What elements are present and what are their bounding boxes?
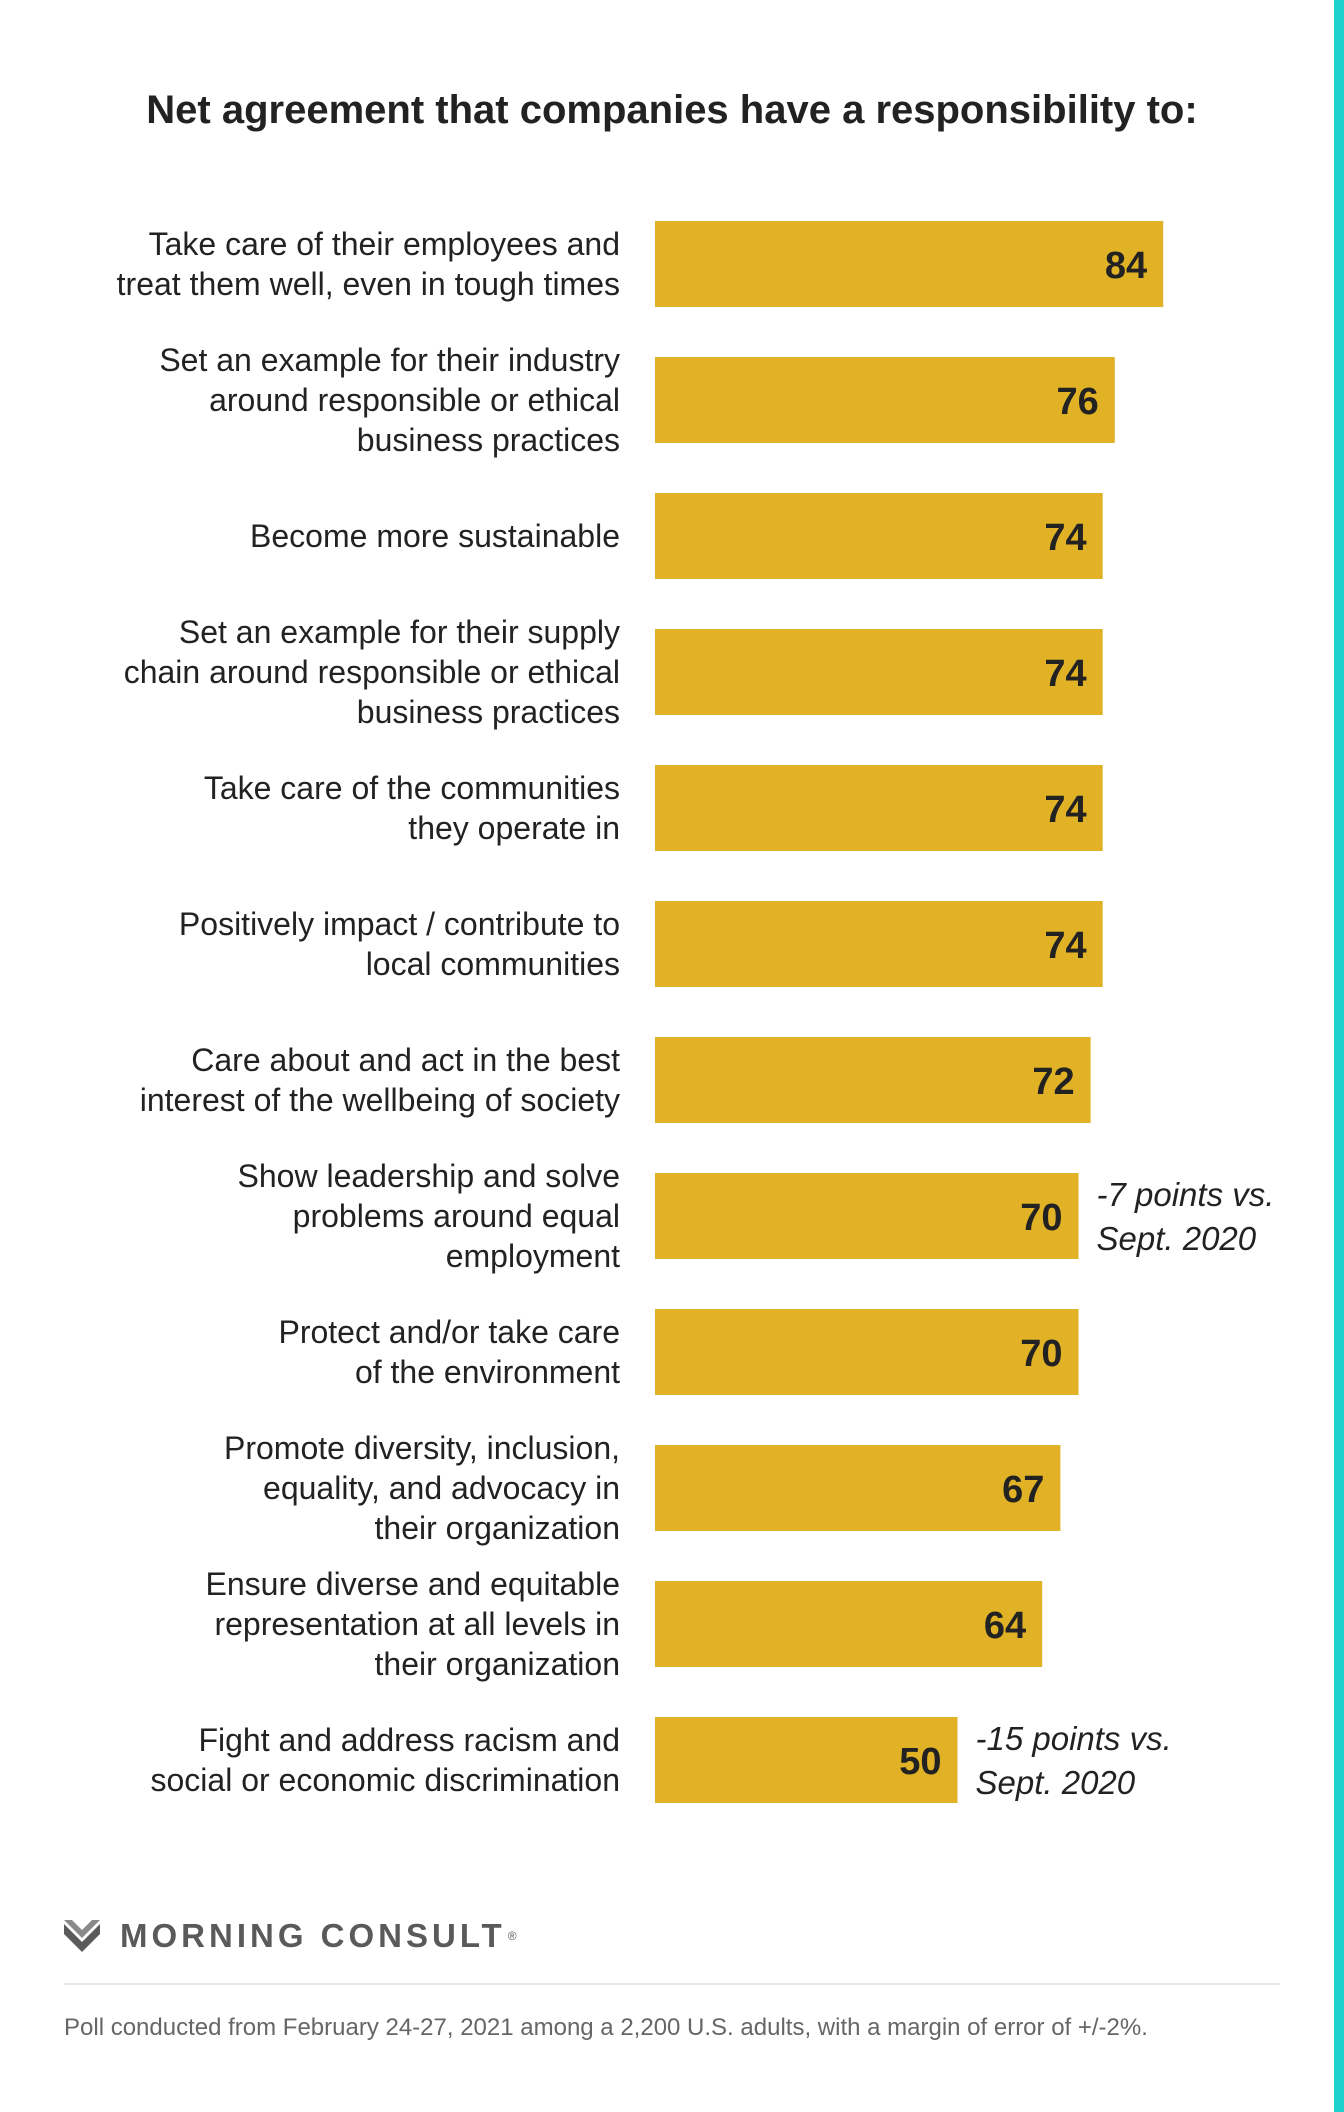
- bar-value-label: 74: [1044, 789, 1086, 831]
- bar-value-label: 70: [1020, 1197, 1062, 1239]
- brand-block: MORNING CONSULT ®: [64, 1916, 517, 1956]
- bar-10: [655, 1445, 1061, 1531]
- category-label: Positively impact / contribute to local c…: [179, 906, 620, 982]
- bar-chart: 84 Take care of their employees and treat …: [117, 221, 1275, 1803]
- bar-1: [655, 221, 1164, 307]
- bar-value-label: 74: [1044, 517, 1086, 559]
- category-label: Ensure diverse and equitable representati…: [206, 1566, 621, 1682]
- bar-value-label: 72: [1032, 1061, 1074, 1103]
- bar-value-label: 50: [899, 1741, 941, 1783]
- registered-mark: ®: [507, 1929, 517, 1943]
- category-label: Show leadership and solve problems around…: [238, 1158, 621, 1274]
- bar-6: [655, 901, 1103, 987]
- bar-5: [655, 765, 1103, 851]
- bar-7: [655, 1037, 1091, 1123]
- bar-3: [655, 493, 1103, 579]
- bar-value-label: 84: [1105, 245, 1147, 287]
- category-label: Set an example for their industry around …: [159, 342, 620, 458]
- bar-value-label: 76: [1057, 381, 1099, 423]
- change-annotation: -7 points vs. Sept. 2020: [1097, 1176, 1275, 1257]
- bar-11: [655, 1581, 1043, 1667]
- category-label: Take care of the communities they operate…: [204, 770, 620, 846]
- bar-value-label: 74: [1044, 925, 1086, 967]
- bar-value-label: 70: [1020, 1333, 1062, 1375]
- bar-value-label: 64: [984, 1605, 1026, 1647]
- bar-2: [655, 357, 1115, 443]
- bar-8: [655, 1173, 1079, 1259]
- category-label: Fight and address racism and social or ec…: [150, 1722, 620, 1798]
- bar-value-label: 74: [1044, 653, 1086, 695]
- footnote: Poll conducted from February 24-27, 2021…: [64, 2014, 1148, 2041]
- change-annotation: -15 points vs. Sept. 2020: [976, 1720, 1172, 1801]
- category-label: Set an example for their supply chain aro…: [124, 614, 620, 730]
- bar-4: [655, 629, 1103, 715]
- accent-stripe: [1334, 0, 1344, 2112]
- category-label: Take care of their employees and treat th…: [117, 226, 620, 302]
- category-label: Become more sustainable: [250, 518, 620, 554]
- footer-divider: [64, 1983, 1280, 1985]
- bar-12: [655, 1717, 958, 1803]
- bar-9: [655, 1309, 1079, 1395]
- chart-title: Net agreement that companies have a resp…: [146, 88, 1198, 132]
- morning-consult-logo-icon: [64, 1920, 100, 1952]
- category-label: Protect and/or take care of the environme…: [278, 1314, 620, 1390]
- bar-value-label: 67: [1002, 1469, 1044, 1511]
- brand-name: MORNING CONSULT: [120, 1917, 506, 1954]
- category-label: Promote diversity, inclusion, equality, a…: [224, 1430, 620, 1546]
- category-label: Care about and act in the best interest o…: [140, 1042, 620, 1118]
